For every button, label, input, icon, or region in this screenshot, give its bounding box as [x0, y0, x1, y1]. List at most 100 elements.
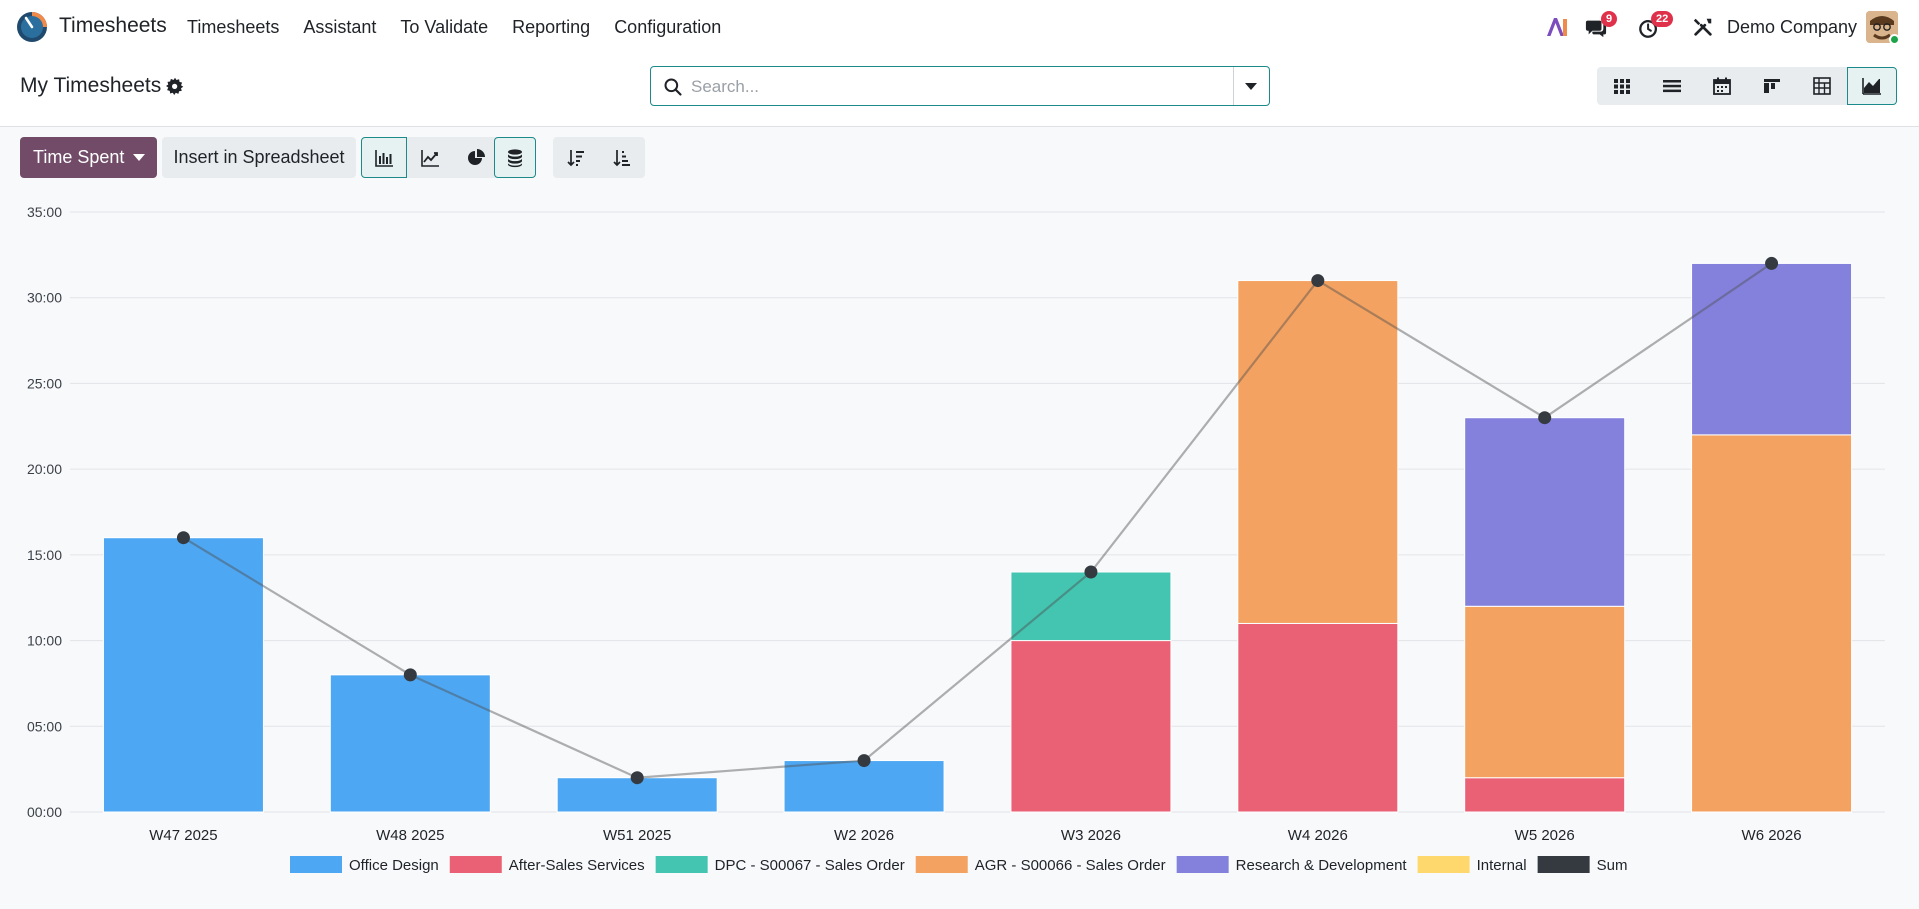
measure-label: Time Spent [33, 147, 125, 167]
sort-ascending-button[interactable] [599, 137, 645, 178]
sort-descending-icon [567, 149, 584, 166]
legend-swatch [1417, 856, 1470, 873]
pie-chart-icon [468, 148, 485, 165]
sum-point [176, 531, 190, 545]
bar-chart-button[interactable] [361, 137, 407, 178]
sum-point [857, 754, 871, 768]
legend-label: DPC - S00067 - Sales Order [715, 857, 905, 874]
chevron-down-icon [133, 154, 145, 161]
sum-line [182, 262, 1773, 779]
sum-point [403, 668, 417, 682]
bar [329, 674, 491, 813]
menu-configuration[interactable]: Configuration [614, 17, 722, 37]
pie-chart-button[interactable] [453, 137, 499, 178]
debug-tools-icon[interactable] [1692, 16, 1714, 38]
list-icon [1663, 80, 1681, 93]
sum-point [1311, 274, 1325, 288]
legend-label: Office Design [349, 857, 439, 874]
legend-swatch [655, 856, 708, 873]
ai-icon[interactable] [1545, 15, 1569, 39]
online-status-dot [1889, 34, 1900, 45]
database-stack-icon [508, 148, 522, 167]
x-tick-label: W2 2026 [834, 827, 894, 844]
gear-icon[interactable] [166, 77, 184, 95]
y-tick-label: 35:00 [27, 204, 62, 220]
legend-label: Internal [1477, 857, 1527, 874]
bar [1010, 571, 1172, 642]
gantt-icon [1764, 79, 1780, 93]
menu-reporting[interactable]: Reporting [512, 17, 591, 37]
x-tick-label: W5 2026 [1515, 827, 1575, 844]
area-chart-icon [1862, 78, 1881, 95]
sort-group [553, 137, 645, 178]
bar [1464, 417, 1626, 607]
bar [783, 760, 945, 813]
insert-in-spreadsheet-button[interactable]: Insert in Spreadsheet [162, 137, 356, 178]
list-view-button[interactable] [1647, 67, 1697, 105]
bar [1691, 262, 1853, 436]
activity-clock-icon[interactable] [1638, 17, 1660, 39]
search-icon [664, 78, 682, 96]
app-name[interactable]: Timesheets [59, 14, 167, 37]
y-tick-label: 05:00 [27, 718, 62, 734]
y-tick-label: 30:00 [27, 290, 62, 306]
y-tick-label: 15:00 [27, 547, 62, 563]
menu-timesheets[interactable]: Timesheets [187, 17, 280, 37]
legend-swatch [1176, 856, 1229, 873]
y-tick-label: 00:00 [27, 804, 62, 820]
kanban-grid-icon [1614, 79, 1630, 94]
chart-type-group [361, 137, 499, 178]
measure-dropdown-button[interactable]: Time Spent [20, 137, 157, 178]
chart-canvas: 00:00 05:00 10:00 15:00 20:00 25:00 30:00 35:00… [27, 204, 1885, 874]
main-menu: Timesheets Assistant To Validate Reporti… [187, 17, 745, 38]
chat-icon[interactable] [1585, 17, 1607, 39]
sum-point [630, 771, 644, 785]
stacked-toggle-button[interactable] [494, 137, 536, 178]
bar [1010, 640, 1172, 813]
line-chart-icon [421, 149, 439, 167]
legend-label: Sum [1597, 857, 1628, 874]
gantt-view-button[interactable] [1747, 67, 1797, 105]
sum-point [1538, 411, 1552, 425]
search-options-caret-icon[interactable] [1244, 80, 1258, 92]
graph-view-button[interactable] [1847, 67, 1897, 105]
bar [1464, 605, 1626, 779]
x-tick-label: W47 2025 [149, 827, 217, 844]
legend-swatch [290, 856, 342, 873]
view-switcher [1597, 67, 1897, 105]
bar [102, 537, 264, 813]
bar [1237, 622, 1399, 813]
pivot-view-button[interactable] [1797, 67, 1847, 105]
timesheets-app-icon[interactable] [16, 11, 48, 43]
sort-descending-button[interactable] [553, 137, 599, 178]
y-tick-label: 25:00 [27, 375, 62, 391]
page-title: My Timesheets [20, 74, 162, 97]
legend-label: Research & Development [1236, 857, 1408, 874]
pivot-table-icon [1813, 77, 1831, 95]
kanban-view-button[interactable] [1597, 67, 1647, 105]
activity-badge: 22 [1651, 11, 1674, 27]
x-tick-label: W51 2025 [603, 827, 671, 844]
x-tick-label: W3 2026 [1061, 827, 1121, 844]
calendar-view-button[interactable] [1697, 67, 1747, 105]
stacked-toggle-group [494, 137, 536, 178]
menu-assistant[interactable]: Assistant [303, 17, 377, 37]
company-switcher[interactable]: Demo Company [1727, 17, 1858, 37]
line-chart-button[interactable] [407, 137, 453, 178]
control-panel: My Timesheets [0, 55, 1919, 127]
search-input[interactable] [691, 74, 1211, 100]
legend-swatch [915, 856, 968, 873]
search-bar [650, 66, 1270, 106]
x-tick-label: W4 2026 [1288, 827, 1348, 844]
menu-to-validate[interactable]: To Validate [400, 17, 489, 37]
y-tick-label: 10:00 [27, 633, 62, 649]
x-tick-label: W6 2026 [1742, 827, 1802, 844]
legend-label: AGR - S00066 - Sales Order [975, 857, 1166, 874]
sum-point [1765, 256, 1779, 270]
x-tick-label: W48 2025 [376, 827, 444, 844]
legend-swatch [449, 856, 502, 873]
bar [1237, 280, 1399, 624]
bar [1691, 434, 1853, 813]
legend-swatch [1537, 856, 1590, 873]
legend-label: After-Sales Services [509, 857, 645, 874]
